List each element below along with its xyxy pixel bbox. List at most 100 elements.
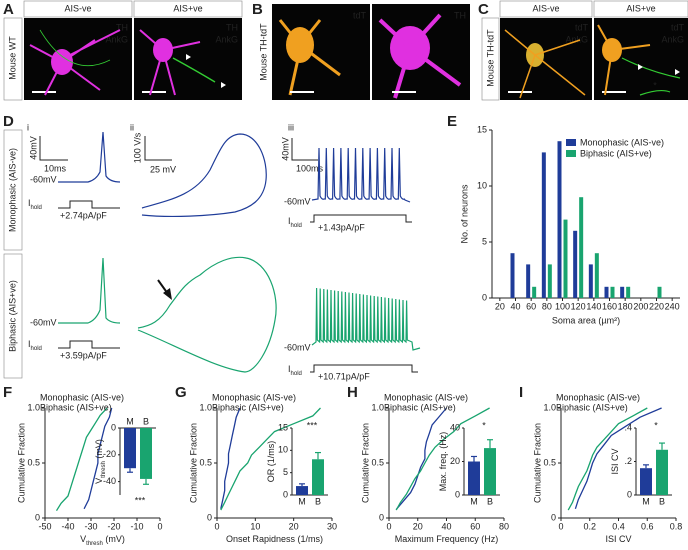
label: 0.5: [199, 457, 212, 467]
label: 0: [214, 521, 219, 531]
label: Maximum Frequency (Hz): [395, 534, 499, 544]
label: *: [653, 80, 657, 90]
label: -40: [61, 521, 74, 531]
label: 100: [555, 301, 570, 311]
label: 160: [602, 301, 617, 311]
row-box: [3, 129, 23, 251]
label: OR (1/ms): [266, 441, 276, 483]
label: 200: [633, 301, 648, 311]
label: Onset Rapidness (1/ms): [226, 534, 323, 544]
label-main: ISI CV: [605, 534, 631, 544]
dendrite: [597, 24, 651, 96]
label: 0: [157, 521, 162, 531]
label: 40: [441, 521, 451, 531]
label: AIS-ve: [532, 3, 559, 13]
label: 20: [450, 456, 460, 466]
label: -30: [84, 521, 97, 531]
trace: [311, 147, 411, 203]
label: ii: [130, 122, 134, 132]
label: 40mV: [28, 136, 38, 160]
label: .2: [624, 456, 632, 466]
dendrite: [378, 13, 462, 99]
label-main: Maximum Frequency (Hz): [395, 534, 499, 544]
label: ***: [307, 420, 318, 430]
label: M: [126, 416, 134, 426]
trace: [58, 257, 121, 324]
label: TH: [226, 22, 238, 32]
label: 0.2: [583, 521, 596, 531]
label: 40: [510, 301, 520, 311]
label: TH: [116, 22, 128, 32]
label: +10.71pA/pF: [318, 371, 370, 381]
bar: [547, 264, 552, 298]
label: 0.4: [612, 521, 625, 531]
label: AnkG: [661, 34, 684, 44]
label: AnkG: [215, 34, 238, 44]
label: 80: [499, 521, 509, 531]
label: B: [315, 496, 321, 506]
dendrite: [278, 19, 341, 96]
label-main: I: [28, 198, 31, 208]
label: Monophasic (AIS-ve): [7, 148, 17, 232]
label-main: OR (1/ms): [266, 441, 276, 483]
label: 220: [649, 301, 664, 311]
arrowhead: [186, 54, 191, 60]
image-header: [499, 0, 593, 18]
label: Ihold: [288, 216, 302, 228]
label: AnkG: [105, 34, 128, 44]
label-sub: thresh: [86, 541, 103, 547]
label: 30: [327, 521, 337, 531]
label: 80: [542, 301, 552, 311]
label: 0: [379, 512, 384, 522]
label-sub: hold: [31, 205, 42, 211]
label: Ihold: [28, 198, 42, 210]
label-main: I: [288, 216, 291, 226]
bar: [563, 219, 568, 298]
arrowhead: [163, 288, 172, 300]
label: M: [470, 496, 478, 506]
arrowhead: [675, 69, 680, 75]
label: iii: [288, 122, 294, 132]
inset-bar: [656, 449, 668, 495]
scale-bar: [291, 138, 318, 161]
inset-bar: [484, 448, 496, 495]
label: +3.59pA/pF: [60, 350, 107, 360]
label: Max. freq. (Hz): [438, 432, 448, 492]
label: +1.43pA/pF: [318, 222, 365, 232]
label: -60mV: [30, 317, 57, 327]
label: 1.0: [27, 402, 40, 412]
bar: [510, 253, 515, 298]
trace: [137, 256, 277, 373]
label: Mouse WT: [7, 36, 17, 80]
label: 1.0: [543, 402, 556, 412]
label: 20: [413, 521, 423, 531]
label: I: [519, 384, 523, 401]
dendrite: [139, 29, 201, 96]
cumulative-curve: [220, 407, 321, 511]
label: i: [27, 122, 29, 132]
label: AIS+ve: [173, 3, 202, 13]
label: -10: [130, 521, 143, 531]
label: Cumulative Fraction: [360, 423, 370, 503]
label-sub: hold: [31, 346, 42, 352]
micrograph: [24, 18, 132, 100]
label: M: [642, 496, 650, 506]
label-main: Max. freq. (Hz): [438, 432, 448, 492]
label: TH: [454, 10, 466, 20]
inset-bar: [468, 461, 480, 495]
bar: [573, 230, 578, 298]
label: No. of neurons: [459, 184, 469, 244]
label: 0: [455, 489, 460, 499]
label-main: I: [28, 339, 31, 349]
label: B: [659, 496, 665, 506]
label: Monophasic (AIS-ve): [384, 392, 468, 402]
label: 0: [482, 292, 487, 302]
label: Monophasic (AIS-ve): [580, 137, 664, 147]
legend-swatch: [566, 150, 576, 157]
label: 180: [618, 301, 633, 311]
label-main: Onset Rapidness (1/ms): [226, 534, 323, 544]
label-main: V: [94, 478, 104, 484]
trace: [311, 287, 421, 351]
axon: [621, 57, 681, 96]
